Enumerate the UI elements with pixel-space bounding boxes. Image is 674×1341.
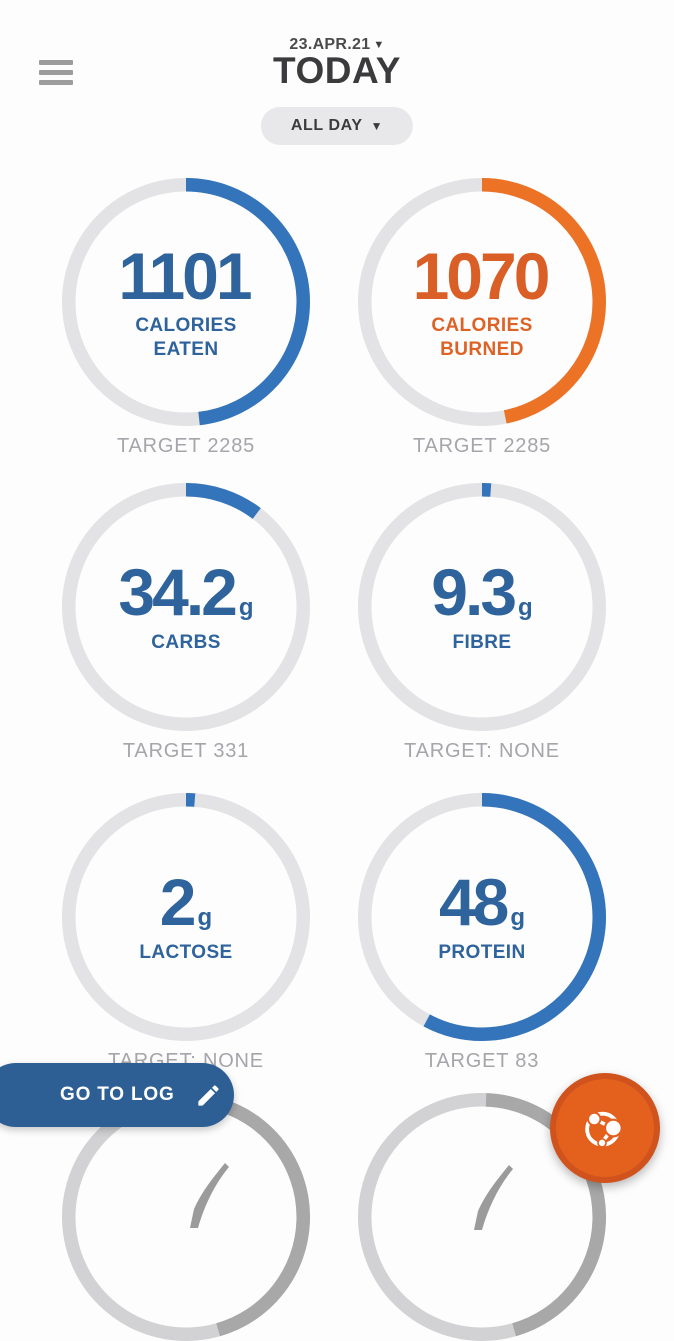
dial-value: 48: [438, 865, 509, 940]
dial-value: 34.2: [118, 555, 237, 630]
dial-target: TARGET: NONE: [404, 740, 560, 762]
dial-ring: [62, 178, 310, 426]
dial-ring: [62, 483, 310, 731]
dial-ring: [358, 178, 606, 426]
hamburger-icon: [39, 59, 73, 65]
dial-ring: [62, 793, 310, 1041]
dial-unit: g: [518, 593, 533, 621]
dial-row-calories: 1101 CALORIES EATEN TARGET 2285 1070 CAL…: [62, 178, 606, 458]
dial-value: 2: [159, 865, 197, 940]
dial-row-carbs-fibre: 34.2 g CARBS TARGET 331 9.3 g FIBRE TARG…: [62, 483, 606, 763]
dial-progress-arc: [358, 483, 606, 731]
gauge-needle-icon: [190, 1163, 229, 1228]
share-fab-button[interactable]: [550, 1073, 660, 1183]
dial-value: 9.3: [431, 555, 517, 630]
dial-target: TARGET 331: [122, 740, 250, 762]
gauge-needle-icon: [474, 1165, 513, 1230]
dial-label: CALORIES EATEN: [135, 314, 237, 360]
dial-label: PROTEIN: [438, 941, 526, 963]
dial-calories-eaten[interactable]: 1101 CALORIES EATEN TARGET 2285: [62, 178, 310, 458]
pencil-icon: [197, 1084, 219, 1106]
dial-progress-arc: [358, 793, 606, 1041]
dial-label: FIBRE: [452, 631, 512, 653]
dial-target: TARGET 83: [424, 1050, 540, 1072]
all-day-filter-button[interactable]: ALL DAY ▼: [260, 107, 414, 145]
dial-row-lactose-protein: 2 g LACTOSE TARGET: NONE 48 g PROTEIN TA…: [62, 793, 606, 1073]
dial-unit: g: [238, 593, 254, 621]
chevron-down-icon: ▼: [373, 39, 385, 51]
go-to-log-label: GO TO LOG: [60, 1084, 175, 1105]
dial-target: TARGET 2285: [412, 435, 552, 457]
dial-progress-arc: [62, 178, 310, 426]
partial-dial-left[interactable]: [62, 1093, 310, 1341]
go-to-log-button[interactable]: GO TO LOG: [0, 1063, 234, 1127]
dial-carbs[interactable]: 34.2 g CARBS TARGET 331: [62, 483, 310, 763]
dial-progress-arc: [358, 178, 606, 426]
dial-fibre[interactable]: 9.3 g FIBRE TARGET: NONE: [358, 483, 606, 763]
dial-value: 1101: [118, 238, 252, 313]
chevron-down-icon: ▼: [370, 119, 384, 133]
dial-calories-burned[interactable]: 1070 CALORIES BURNED TARGET 2285: [358, 178, 606, 458]
dial-label: CARBS: [151, 631, 221, 653]
dial-protein[interactable]: 48 g PROTEIN TARGET 83: [358, 793, 606, 1073]
dial-progress-arc: [62, 793, 310, 1041]
dial-target: TARGET 2285: [116, 435, 256, 457]
dial-progress-arc: [62, 483, 310, 731]
date-label: 23.APR.21: [289, 36, 371, 53]
all-day-label: ALL DAY: [290, 117, 363, 134]
dial-label: LACTOSE: [139, 941, 233, 963]
share-network-icon: [585, 1111, 623, 1148]
menu-button[interactable]: [32, 52, 80, 92]
date-selector[interactable]: 23.APR.21 ▼: [0, 36, 674, 54]
page-title: TODAY: [273, 50, 401, 91]
dial-ring: [358, 793, 606, 1041]
dial-unit: g: [197, 903, 213, 931]
dial-unit: g: [510, 903, 526, 931]
dial-lactose[interactable]: 2 g LACTOSE TARGET: NONE: [62, 793, 310, 1073]
dial-ring: [358, 483, 606, 731]
dial-label: CALORIES BURNED: [431, 314, 533, 360]
dial-value: 1070: [412, 238, 551, 313]
